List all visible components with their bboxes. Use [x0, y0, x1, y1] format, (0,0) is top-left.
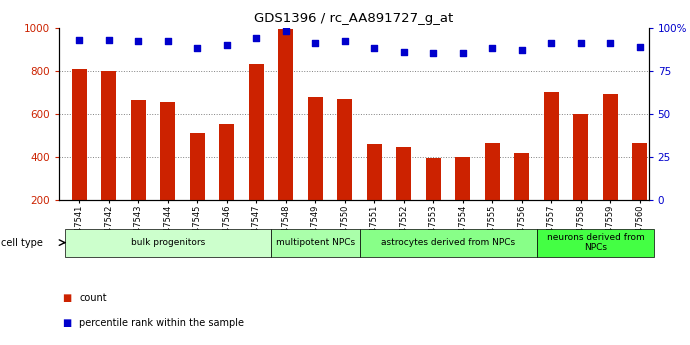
- Point: [457, 51, 469, 56]
- Point: [132, 39, 144, 44]
- Bar: [72, 69, 87, 200]
- Point: [221, 42, 233, 48]
- Point: [604, 40, 615, 46]
- Point: [634, 44, 645, 49]
- Point: [575, 40, 586, 46]
- Bar: [308, 97, 323, 200]
- Point: [74, 37, 85, 42]
- Point: [104, 37, 115, 42]
- Text: count: count: [79, 294, 107, 303]
- Bar: [131, 100, 146, 200]
- Bar: [426, 158, 441, 200]
- Bar: [367, 144, 382, 200]
- Bar: [455, 157, 470, 200]
- Point: [250, 35, 262, 41]
- Point: [428, 51, 439, 56]
- Bar: [249, 64, 264, 200]
- Point: [339, 39, 351, 44]
- Bar: [359, 229, 537, 257]
- Bar: [101, 71, 116, 200]
- Bar: [190, 133, 205, 200]
- Bar: [514, 152, 529, 200]
- Bar: [573, 114, 588, 200]
- Point: [486, 46, 497, 51]
- Point: [310, 40, 321, 46]
- Text: ■: ■: [62, 294, 71, 303]
- Bar: [485, 143, 500, 200]
- Title: GDS1396 / rc_AA891727_g_at: GDS1396 / rc_AA891727_g_at: [254, 12, 453, 25]
- Bar: [603, 95, 618, 200]
- Bar: [632, 143, 647, 200]
- Bar: [396, 147, 411, 200]
- Bar: [271, 229, 359, 257]
- Text: percentile rank within the sample: percentile rank within the sample: [79, 318, 244, 327]
- Bar: [537, 229, 655, 257]
- Bar: [544, 92, 559, 200]
- Bar: [160, 102, 175, 200]
- Bar: [278, 29, 293, 200]
- Point: [516, 47, 527, 53]
- Bar: [337, 99, 352, 200]
- Point: [546, 40, 557, 46]
- Bar: [65, 229, 271, 257]
- Point: [398, 49, 409, 55]
- Point: [162, 39, 173, 44]
- Point: [368, 46, 380, 51]
- Text: neurons derived from
NPCs: neurons derived from NPCs: [546, 233, 644, 252]
- Bar: [219, 124, 234, 200]
- Text: bulk progenitors: bulk progenitors: [130, 238, 205, 247]
- Point: [192, 46, 203, 51]
- Text: ■: ■: [62, 318, 71, 327]
- Text: multipotent NPCs: multipotent NPCs: [276, 238, 355, 247]
- Text: cell type: cell type: [1, 238, 43, 248]
- Text: astrocytes derived from NPCs: astrocytes derived from NPCs: [381, 238, 515, 247]
- Point: [280, 28, 291, 34]
